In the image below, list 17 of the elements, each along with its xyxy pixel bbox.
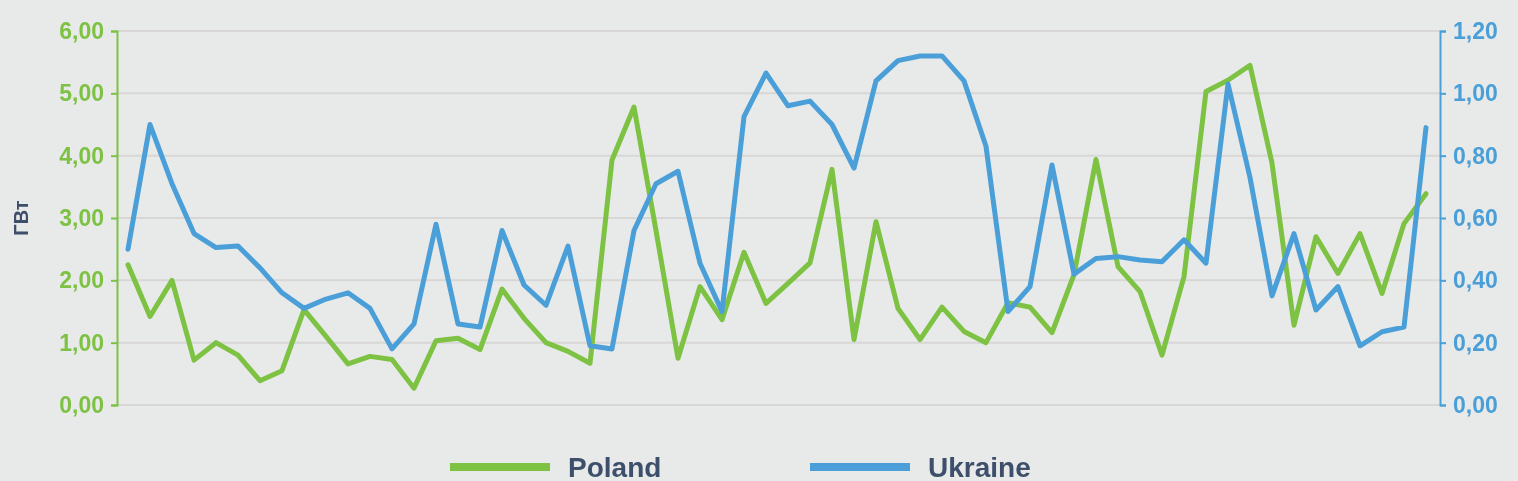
y2-tick-label: 0,60 — [1453, 204, 1498, 231]
y2-tick-label: 1,20 — [1453, 17, 1498, 44]
y-tick-label: 6,00 — [59, 17, 104, 44]
y2-tick-label: 1,00 — [1453, 80, 1498, 107]
y-tick-label: 4,00 — [59, 142, 104, 169]
y-tick-label: 0,00 — [59, 391, 104, 418]
y-tick-label: 5,00 — [59, 80, 104, 107]
y2-tick-label: 0,40 — [1453, 267, 1498, 294]
y-tick-label: 3,00 — [59, 204, 104, 231]
y-axis-title: ГВт — [10, 200, 32, 236]
y2-tick-label: 0,00 — [1453, 391, 1498, 418]
legend-label: Ukraine — [928, 452, 1031, 481]
y-tick-label: 2,00 — [59, 267, 104, 294]
y2-tick-label: 0,80 — [1453, 142, 1498, 169]
legend-label: Poland — [568, 452, 662, 481]
y-tick-label: 1,00 — [59, 329, 104, 356]
y2-tick-label: 0,20 — [1453, 329, 1498, 356]
